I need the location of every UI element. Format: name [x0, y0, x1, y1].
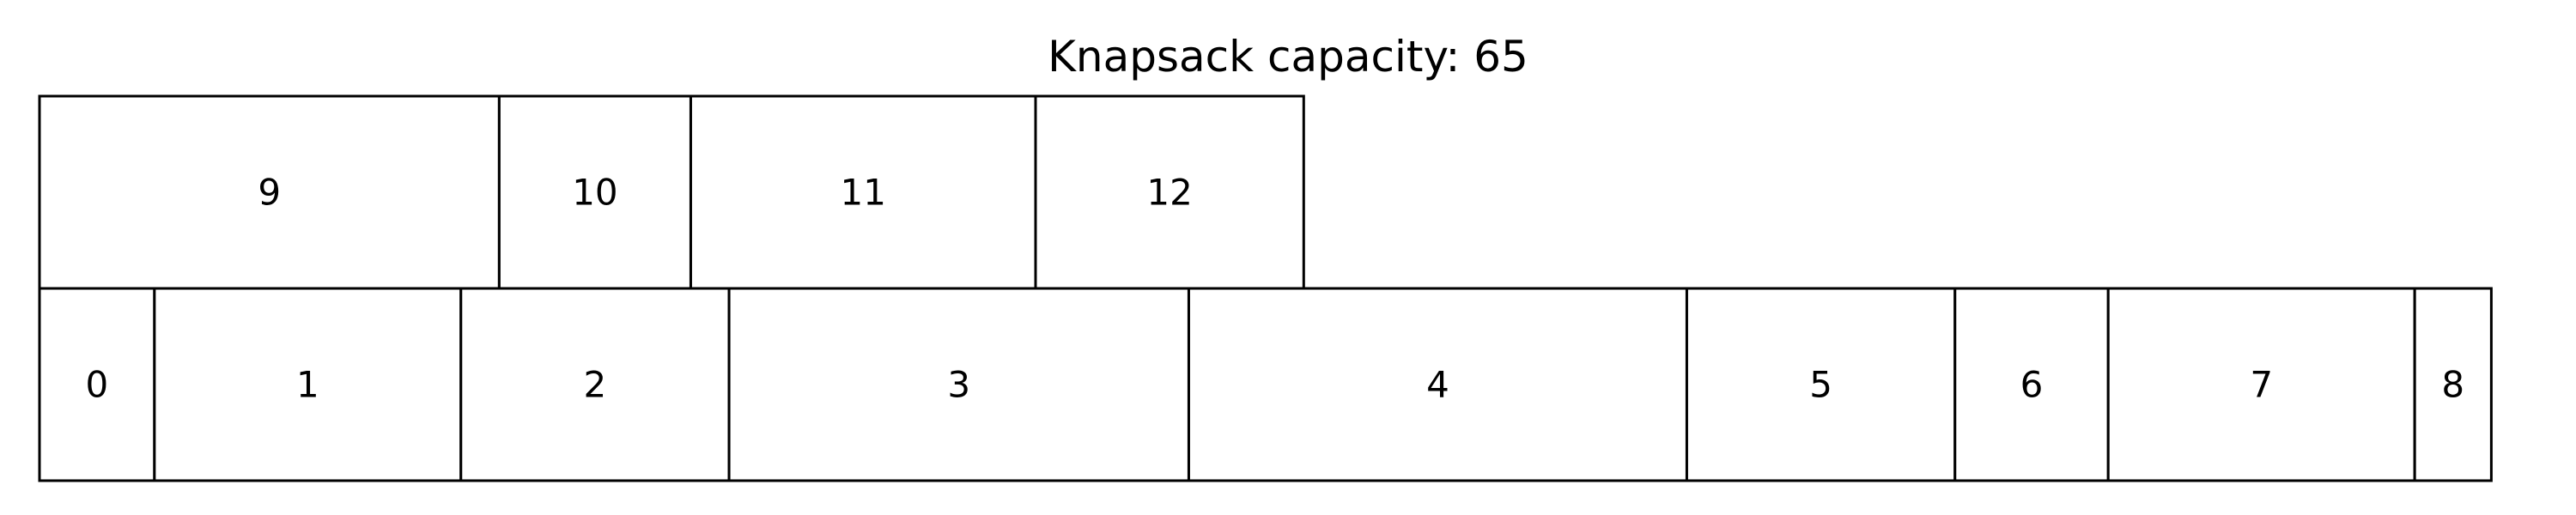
- item-label-8: 8: [2441, 364, 2464, 406]
- item-box-11: [689, 94, 1037, 290]
- item-box-1: [153, 287, 463, 482]
- item-label-7: 7: [2250, 364, 2273, 406]
- item-label-10: 10: [572, 172, 617, 214]
- top-row-items: 9 10 11 12: [38, 94, 1305, 290]
- bottom-row-items: 0 1 2 3 4 5 6 7 8: [38, 287, 2493, 482]
- item-label-9: 9: [258, 172, 281, 214]
- item-box-7: [2106, 287, 2416, 482]
- item-box-0: [38, 287, 156, 482]
- item-label-11: 11: [841, 172, 886, 214]
- item-box-12: [1034, 94, 1305, 290]
- item-label-3: 3: [947, 364, 970, 406]
- item-label-4: 4: [1426, 364, 1449, 406]
- item-box-2: [459, 287, 731, 482]
- item-label-0: 0: [86, 364, 109, 406]
- item-label-5: 5: [1809, 364, 1832, 406]
- item-box-4: [1187, 287, 1688, 482]
- item-label-2: 2: [584, 364, 607, 406]
- item-label-6: 6: [2020, 364, 2044, 406]
- item-box-9: [38, 94, 501, 290]
- diagram-title: Knapsack capacity: 65: [1048, 32, 1528, 82]
- item-label-1: 1: [296, 364, 319, 406]
- item-box-3: [727, 287, 1190, 482]
- item-box-6: [1953, 287, 2110, 482]
- item-box-10: [497, 94, 692, 290]
- item-box-8: [2413, 287, 2493, 482]
- item-label-12: 12: [1146, 172, 1192, 214]
- item-box-5: [1685, 287, 1957, 482]
